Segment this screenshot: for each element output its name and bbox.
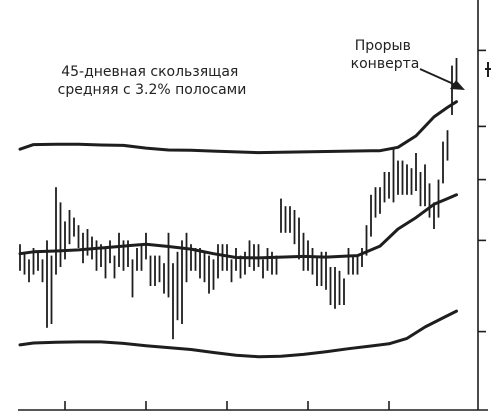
line-upper-band bbox=[18, 100, 458, 155]
indicator-label: 45-дневная скользящая средняя с 3.2% пол… bbox=[58, 64, 247, 98]
line-moving-average bbox=[18, 193, 458, 260]
indicator-label-line-1: 45-дневная скользящая bbox=[61, 64, 238, 80]
line-lower-band bbox=[18, 309, 458, 359]
breakout-arrow-head bbox=[450, 80, 465, 90]
right-edge-glyph bbox=[485, 62, 491, 77]
indicator-label-line-2: средняя с 3.2% полосами bbox=[58, 82, 247, 98]
price-bars bbox=[19, 58, 458, 340]
breakout-label-line-2: конверта bbox=[351, 56, 420, 72]
band-lines bbox=[18, 100, 458, 359]
breakout-label-line-1: Прорыв bbox=[355, 38, 411, 54]
breakout-arrow-shaft bbox=[419, 68, 459, 87]
axis-ticks bbox=[64, 49, 486, 410]
breakout-label: Прорыв конверта bbox=[351, 38, 420, 72]
breakout-arrow bbox=[419, 68, 465, 90]
